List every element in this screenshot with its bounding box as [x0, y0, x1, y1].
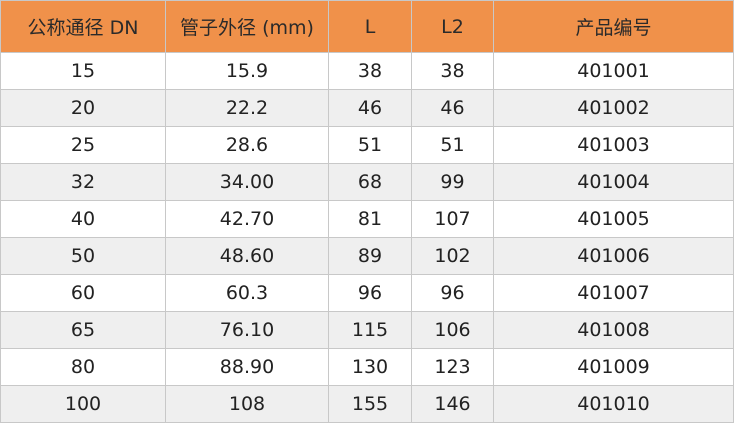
table-cell: 15.9	[165, 52, 329, 90]
table-cell: 46	[328, 89, 412, 127]
table-cell: 401006	[493, 237, 734, 275]
table-cell: 107	[411, 200, 494, 238]
table-cell: 80	[0, 348, 166, 386]
table-cell: 89	[328, 237, 412, 275]
table-cell: 102	[411, 237, 494, 275]
table-row: 15 15.9 38 38 401001	[0, 52, 734, 90]
table-row: 80 88.90 130 123 401009	[0, 348, 734, 386]
table-cell: 32	[0, 163, 166, 201]
table-cell: 88.90	[165, 348, 329, 386]
table-cell: 51	[411, 126, 494, 164]
table-cell: 76.10	[165, 311, 329, 349]
table-cell: 130	[328, 348, 412, 386]
table-cell: 22.2	[165, 89, 329, 127]
table-cell: 60	[0, 274, 166, 312]
table-cell: 46	[411, 89, 494, 127]
table-cell: 401009	[493, 348, 734, 386]
table-cell: 401003	[493, 126, 734, 164]
table-cell: 60.3	[165, 274, 329, 312]
table-row: 65 76.10 115 106 401008	[0, 311, 734, 349]
table-row: 50 48.60 89 102 401006	[0, 237, 734, 275]
column-header: 公称通径 DN	[0, 0, 166, 53]
table-cell: 146	[411, 385, 494, 423]
table-cell: 50	[0, 237, 166, 275]
table-cell: 68	[328, 163, 412, 201]
table-row: 25 28.6 51 51 401003	[0, 126, 734, 164]
table-row: 40 42.70 81 107 401005	[0, 200, 734, 238]
table-cell: 401002	[493, 89, 734, 127]
table-cell: 401004	[493, 163, 734, 201]
table-cell: 106	[411, 311, 494, 349]
table-cell: 40	[0, 200, 166, 238]
table-cell: 401008	[493, 311, 734, 349]
table-row: 100 108 155 146 401010	[0, 385, 734, 423]
table-cell: 34.00	[165, 163, 329, 201]
table-cell: 155	[328, 385, 412, 423]
header-row: 公称通径 DN 管子外径 (mm) L L2 产品编号	[0, 0, 734, 53]
table-cell: 96	[411, 274, 494, 312]
table-cell: 401007	[493, 274, 734, 312]
table-row: 20 22.2 46 46 401002	[0, 89, 734, 127]
column-header: L	[328, 0, 412, 53]
table-cell: 38	[328, 52, 412, 90]
table-cell: 51	[328, 126, 412, 164]
table-row: 60 60.3 96 96 401007	[0, 274, 734, 312]
table-cell: 99	[411, 163, 494, 201]
table-cell: 108	[165, 385, 329, 423]
table-cell: 20	[0, 89, 166, 127]
table-cell: 38	[411, 52, 494, 90]
table-cell: 42.70	[165, 200, 329, 238]
table-cell: 65	[0, 311, 166, 349]
table-cell: 28.6	[165, 126, 329, 164]
table-cell: 100	[0, 385, 166, 423]
column-header: 管子外径 (mm)	[165, 0, 329, 53]
table-cell: 401005	[493, 200, 734, 238]
column-header: L2	[411, 0, 494, 53]
table-cell: 96	[328, 274, 412, 312]
table-cell: 48.60	[165, 237, 329, 275]
table-row: 32 34.00 68 99 401004	[0, 163, 734, 201]
table-cell: 401010	[493, 385, 734, 423]
table-cell: 115	[328, 311, 412, 349]
table-cell: 15	[0, 52, 166, 90]
table-cell: 81	[328, 200, 412, 238]
table-cell: 123	[411, 348, 494, 386]
table-cell: 401001	[493, 52, 734, 90]
table-cell: 25	[0, 126, 166, 164]
column-header: 产品编号	[493, 0, 734, 53]
